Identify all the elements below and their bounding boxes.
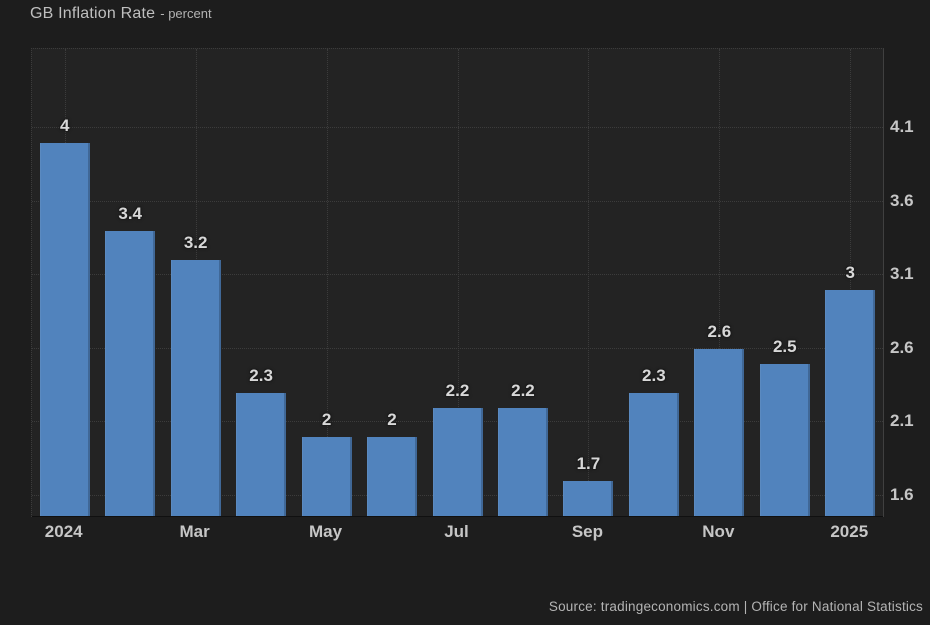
- y-tick-label: 3.1: [890, 264, 914, 284]
- bar[interactable]: [236, 392, 287, 517]
- bar-value-label: 2: [321, 410, 332, 430]
- bar[interactable]: [628, 392, 679, 517]
- x-tick-label: 2025: [830, 522, 869, 541]
- y-tick-label: 1.6: [890, 484, 914, 504]
- x-tick-label: Sep: [571, 522, 604, 541]
- bar-value-label: 2.2: [445, 380, 470, 400]
- bar-value-label: 3.4: [118, 204, 143, 224]
- chart-title-unit: - percent: [160, 6, 212, 21]
- bar[interactable]: [301, 437, 352, 517]
- bar[interactable]: [563, 481, 614, 517]
- bar-value-label: 2.3: [642, 365, 666, 385]
- x-tick-label: Nov: [702, 522, 735, 541]
- y-tick-label: 2.1: [890, 411, 914, 431]
- plot-area[interactable]: 4 3.4 3.2 2.3 2 2 2.2 2.2 1.7 2.3 2.6 2.5 3: [31, 48, 884, 517]
- bar[interactable]: [432, 407, 483, 517]
- x-axis-line: [32, 516, 883, 517]
- bar-value-label: 2.2: [511, 380, 535, 400]
- bar[interactable]: [105, 231, 156, 517]
- bar[interactable]: [694, 348, 745, 517]
- bar-value-label: 3.2: [183, 233, 208, 253]
- chart-title: GB Inflation Rate - percent: [30, 5, 212, 23]
- bar-value-label: 4: [59, 115, 70, 135]
- chart-title-text: GB Inflation Rate: [30, 5, 156, 22]
- bar-value-label: 2.3: [249, 365, 273, 385]
- bar[interactable]: [39, 142, 90, 517]
- bar[interactable]: [367, 437, 418, 517]
- bar-value-label: 2.6: [707, 321, 732, 341]
- x-tick-label: May: [309, 522, 343, 541]
- y-tick-label: 4.1: [890, 117, 914, 137]
- x-tick-label: Mar: [179, 522, 210, 541]
- bar-value-label: 1.7: [576, 454, 601, 474]
- x-tick-label: 2024: [44, 522, 83, 541]
- source-attribution: Source: tradingeconomics.com | Office fo…: [548, 599, 923, 614]
- bar-value-label: 2: [387, 410, 397, 430]
- v-gridline: [326, 49, 328, 517]
- bar[interactable]: [759, 363, 810, 517]
- v-gridline: [719, 49, 721, 517]
- bar[interactable]: [170, 260, 221, 517]
- v-gridline: [850, 49, 852, 517]
- bar[interactable]: [825, 289, 876, 517]
- bar-value-label: 2.5: [772, 336, 797, 356]
- bar[interactable]: [497, 407, 548, 517]
- y-tick-label: 3.6: [890, 190, 914, 210]
- v-gridline: [457, 49, 459, 517]
- v-gridline: [588, 49, 590, 517]
- y-tick-label: 2.6: [890, 337, 914, 357]
- x-tick-label: Jul: [444, 522, 469, 541]
- bar-value-label: 3: [845, 262, 855, 282]
